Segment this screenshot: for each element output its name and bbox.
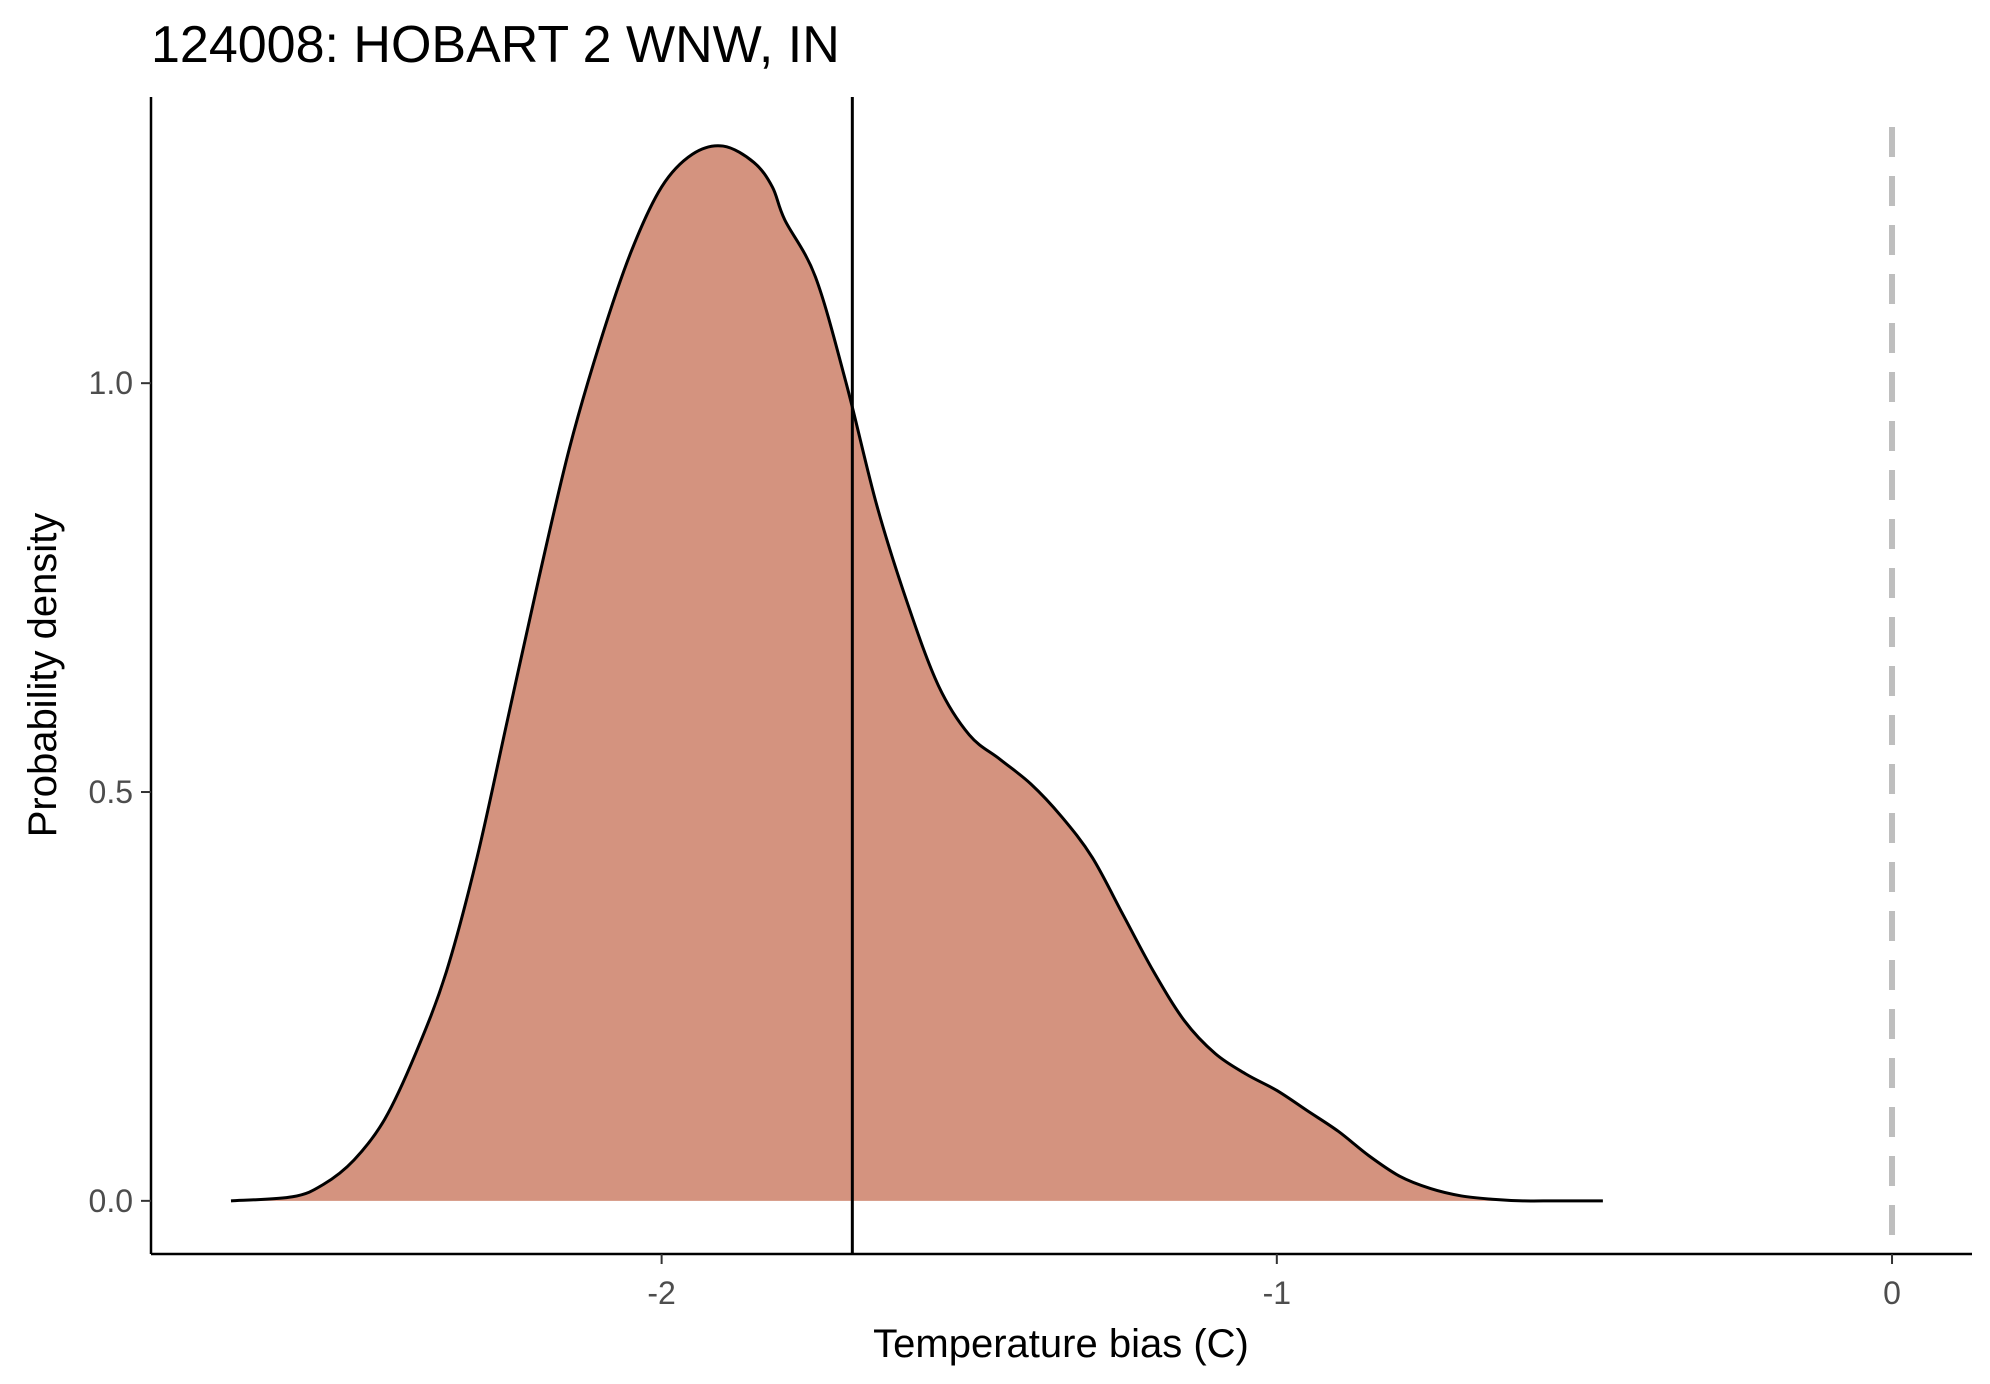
x-axis-ticks: -2 -1 0 bbox=[647, 1254, 1901, 1311]
x-tick-label: -1 bbox=[1263, 1275, 1291, 1311]
x-tick-label: 0 bbox=[1883, 1275, 1901, 1311]
x-axis-title: Temperature bias (C) bbox=[873, 1322, 1249, 1366]
y-tick-label: 0.0 bbox=[89, 1183, 133, 1219]
y-tick-label: 0.5 bbox=[89, 774, 133, 810]
plot-area bbox=[230, 97, 1896, 1254]
y-axis-title: Probability density bbox=[21, 513, 65, 838]
y-axis-ticks: 0.0 0.5 1.0 bbox=[89, 365, 151, 1219]
y-tick-label: 1.0 bbox=[89, 365, 133, 401]
chart-title: 124008: HOBART 2 WNW, IN bbox=[151, 16, 840, 74]
x-tick-label: -2 bbox=[647, 1275, 675, 1311]
density-curve-line bbox=[230, 144, 1603, 1203]
density-area-fill bbox=[230, 145, 1603, 1201]
